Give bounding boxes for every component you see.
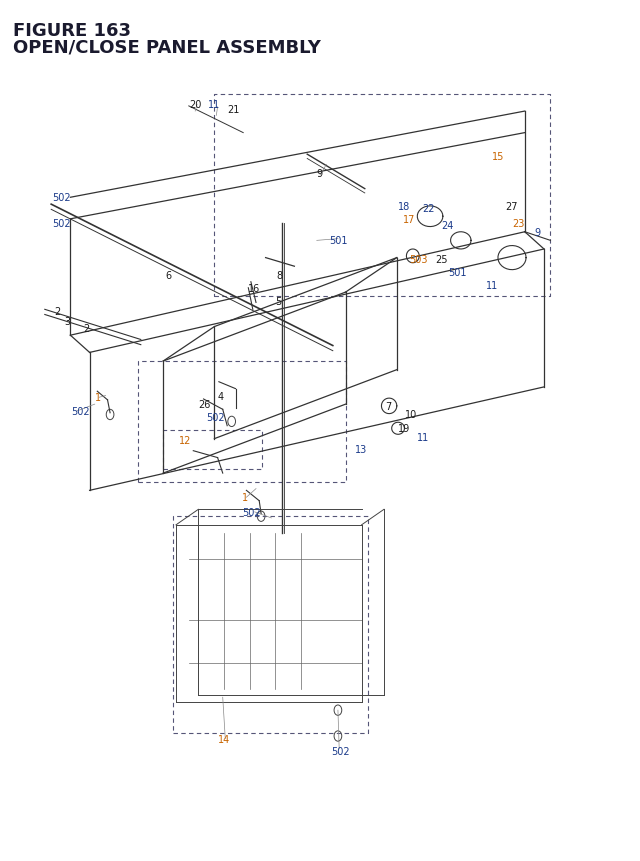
Text: 9: 9	[534, 227, 541, 238]
Text: 1: 1	[242, 492, 248, 503]
Text: FIGURE 163: FIGURE 163	[13, 22, 131, 40]
Text: 24: 24	[442, 220, 454, 231]
Text: 20: 20	[189, 100, 201, 110]
Text: 18: 18	[398, 201, 410, 212]
Text: 5: 5	[275, 296, 282, 307]
Text: 27: 27	[506, 201, 518, 212]
Text: 19: 19	[398, 424, 410, 434]
Text: 3: 3	[64, 317, 70, 327]
Text: 502: 502	[52, 219, 71, 229]
Text: 8: 8	[276, 270, 283, 281]
Text: 26: 26	[198, 400, 211, 410]
Text: 13: 13	[355, 444, 367, 455]
Text: 21: 21	[227, 105, 239, 115]
Text: 12: 12	[179, 436, 191, 446]
Text: 501: 501	[330, 236, 348, 246]
Text: 16: 16	[248, 283, 260, 294]
Text: 502: 502	[52, 193, 71, 203]
Text: 502: 502	[72, 406, 90, 417]
Text: 7: 7	[385, 401, 392, 412]
Text: 1: 1	[95, 393, 101, 403]
Text: 23: 23	[512, 219, 524, 229]
Text: 14: 14	[218, 734, 230, 744]
Text: 11: 11	[417, 432, 429, 443]
Text: 503: 503	[410, 255, 428, 265]
Text: 25: 25	[435, 255, 448, 265]
Text: 11: 11	[486, 281, 499, 291]
Text: 6: 6	[165, 270, 172, 281]
Text: 4: 4	[218, 391, 224, 401]
Text: 15: 15	[492, 152, 504, 162]
Text: 10: 10	[404, 410, 417, 420]
Text: 2: 2	[54, 307, 61, 317]
Text: 11: 11	[208, 100, 220, 110]
Text: 17: 17	[403, 214, 415, 225]
Text: 22: 22	[422, 203, 435, 214]
Text: 502: 502	[332, 746, 350, 756]
Text: 9: 9	[317, 169, 323, 179]
Text: 502: 502	[242, 507, 260, 517]
Text: 2: 2	[83, 324, 90, 334]
Text: 501: 501	[448, 268, 467, 278]
Text: 502: 502	[206, 412, 225, 423]
Text: OPEN/CLOSE PANEL ASSEMBLY: OPEN/CLOSE PANEL ASSEMBLY	[13, 39, 321, 57]
